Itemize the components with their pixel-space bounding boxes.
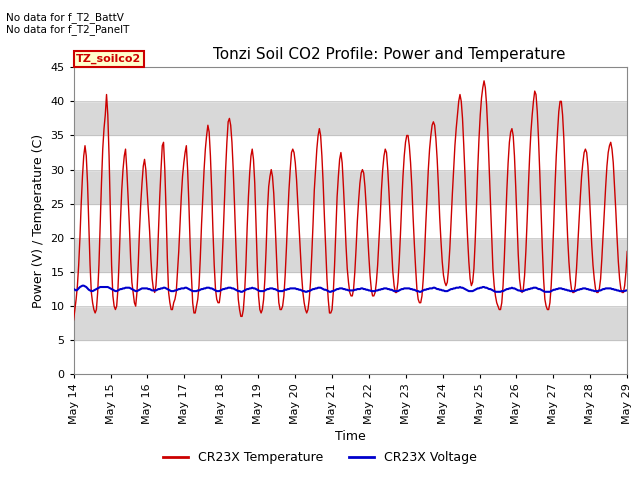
Bar	[74, 101, 627, 135]
Bar	[74, 238, 627, 272]
Legend: CR23X Temperature, CR23X Voltage: CR23X Temperature, CR23X Voltage	[159, 446, 481, 469]
Y-axis label: Power (V) / Temperature (C): Power (V) / Temperature (C)	[32, 134, 45, 308]
Text: TZ_soilco2: TZ_soilco2	[76, 54, 141, 64]
Bar	[74, 340, 627, 374]
Title: Tonzi Soil CO2 Profile: Power and Temperature: Tonzi Soil CO2 Profile: Power and Temper…	[213, 47, 565, 62]
Bar	[74, 306, 627, 340]
Bar	[74, 135, 627, 169]
Bar	[74, 204, 627, 238]
X-axis label: Time: Time	[335, 430, 366, 443]
Text: No data for f_T2_BattV
No data for f_T2_PanelT: No data for f_T2_BattV No data for f_T2_…	[6, 12, 130, 36]
Bar	[74, 169, 627, 204]
Bar	[74, 67, 627, 101]
Bar	[74, 272, 627, 306]
